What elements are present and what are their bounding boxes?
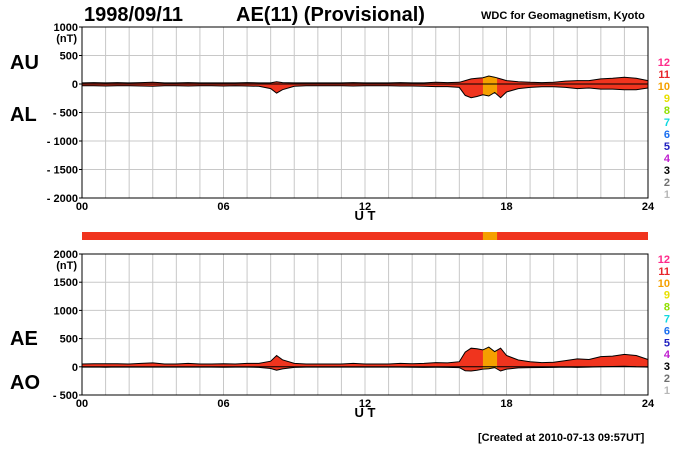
y-tick-label: - 500 [53, 108, 78, 120]
x-axis-label: U T [355, 208, 376, 223]
y-tick-label: 1500 [54, 277, 78, 289]
y-tick-label: - 2000 [47, 193, 78, 205]
x-tick-label: 00 [76, 398, 88, 410]
chart-title: AE(11) (Provisional) [236, 4, 425, 26]
y-tick-label: 2000 [54, 249, 78, 261]
activity-highlight [482, 76, 498, 98]
activity-highlight [482, 347, 498, 371]
activity-level-label: 8 [664, 105, 670, 117]
y-tick-label: 1000 [54, 22, 78, 34]
activity-level-label: 5 [664, 141, 670, 153]
x-tick-label: 06 [217, 398, 229, 410]
y-tick-label: - 1000 [47, 136, 78, 148]
x-tick-label: 00 [76, 201, 88, 213]
top-panel-grid [82, 27, 648, 198]
activity-level-bar [82, 232, 648, 240]
plot-frame [81, 253, 649, 396]
ao-label: AO [10, 372, 40, 394]
al-label: AL [10, 104, 37, 126]
activity-level-label: 1 [664, 189, 670, 201]
series-line-ae [81, 346, 649, 365]
x-tick-label: 06 [217, 201, 229, 213]
y-axis-unit-label: (nT) [56, 33, 77, 45]
bottom-panel-fill [81, 346, 649, 372]
activity-level-label: 3 [664, 361, 670, 373]
series-line-al [82, 85, 649, 99]
activity-level-label: 11 [658, 266, 670, 278]
x-tick-label: 18 [500, 201, 512, 213]
au-label: AU [10, 52, 39, 74]
y-tick-label: - 1500 [47, 165, 78, 177]
activity-level-label: 6 [664, 129, 670, 141]
activity-level-label: 11 [658, 69, 670, 81]
activity-bar-base [82, 232, 648, 240]
series-area-au-al [82, 76, 648, 98]
activity-level-label: 4 [664, 153, 671, 165]
y-tick-label: 500 [60, 334, 78, 346]
activity-bar-highlight [482, 232, 498, 240]
activity-level-label: 5 [664, 337, 670, 349]
ae-label: AE [10, 328, 38, 350]
activity-level-label: 9 [664, 290, 670, 302]
x-tick-label: 12 [359, 201, 371, 213]
top-panel-fill [81, 75, 649, 99]
activity-level-label: 10 [658, 278, 670, 290]
bottom-panel-axes: 2000 1500 1000 500 0 - 500 (nT) 00 06 12 18 24 U T [53, 249, 655, 420]
top-panel-axes: 1000 500 0 - 500 - 1000 - 1500 - 2000 (nT) 00 06 1… [47, 22, 655, 223]
activity-level-label: 3 [664, 165, 670, 177]
series-area-ae-ao [82, 347, 648, 371]
activity-level-label: 7 [664, 314, 670, 326]
x-tick-label: 12 [359, 398, 371, 410]
activity-level-label: 10 [658, 81, 670, 93]
y-tick-label: - 500 [53, 390, 78, 402]
y-tick-label: 0 [72, 79, 78, 91]
x-tick-label: 24 [642, 201, 655, 213]
x-tick-label: 18 [500, 398, 512, 410]
activity-level-label: 2 [664, 177, 670, 189]
activity-level-label: 2 [664, 373, 670, 385]
organization-label: WDC for Geomagnetism, Kyoto [481, 10, 645, 22]
y-tick-label: 1000 [54, 305, 78, 317]
activity-level-label: 8 [664, 302, 670, 314]
activity-level-label: 12 [658, 57, 670, 69]
activity-level-label: 1 [664, 385, 670, 397]
series-line-au [81, 75, 649, 84]
activity-level-label: 9 [664, 93, 670, 105]
bottom-panel-grid [82, 254, 648, 395]
x-tick-label: 24 [642, 398, 655, 410]
created-timestamp: [Created at 2010-07-13 09:57UT] [478, 432, 645, 444]
y-axis-unit-label: (nT) [56, 260, 77, 272]
activity-level-label: 12 [658, 254, 670, 266]
activity-level-label: 7 [664, 117, 670, 129]
y-tick-label: 500 [60, 51, 78, 63]
activity-level-label: 6 [664, 325, 670, 337]
y-tick-label: 0 [72, 362, 78, 374]
x-axis-label: U T [355, 405, 376, 420]
activity-level-label: 4 [664, 349, 671, 361]
date-title: 1998/09/11 [84, 4, 183, 26]
